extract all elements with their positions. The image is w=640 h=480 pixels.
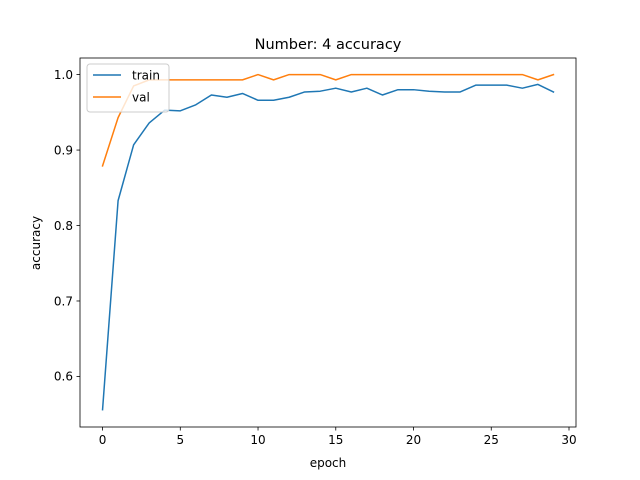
x-axis-ticks: 0 5 10 15 20 25 30 xyxy=(99,427,577,447)
series-line-train xyxy=(101,83,555,411)
x-axis-label: epoch xyxy=(310,456,347,470)
legend-label-train: train xyxy=(132,69,160,83)
x-tick-label: 15 xyxy=(328,433,343,447)
x-tick-label: 30 xyxy=(561,433,576,447)
y-axis-label: accuracy xyxy=(29,216,43,270)
x-tick-label: 25 xyxy=(484,433,499,447)
x-tick-label: 10 xyxy=(250,433,265,447)
x-tick-label: 0 xyxy=(99,433,107,447)
series-lines xyxy=(101,73,555,411)
y-tick-label: 0.6 xyxy=(54,370,73,384)
y-tick-label: 0.8 xyxy=(54,219,73,233)
y-axis-ticks: 0.6 0.7 0.8 0.9 1.0 xyxy=(54,68,80,384)
plot-frame xyxy=(79,57,577,428)
y-tick-label: 0.9 xyxy=(54,143,73,157)
x-tick-label: 20 xyxy=(406,433,421,447)
y-tick-label: 1.0 xyxy=(54,68,73,82)
legend-label-val: val xyxy=(132,91,150,105)
series-line-val xyxy=(101,73,555,167)
y-tick-label: 0.7 xyxy=(54,294,73,308)
legend: train val xyxy=(86,63,170,113)
legend-box xyxy=(86,63,170,113)
x-tick-label: 5 xyxy=(176,433,184,447)
chart-title: Number: 4 accuracy xyxy=(255,37,402,53)
